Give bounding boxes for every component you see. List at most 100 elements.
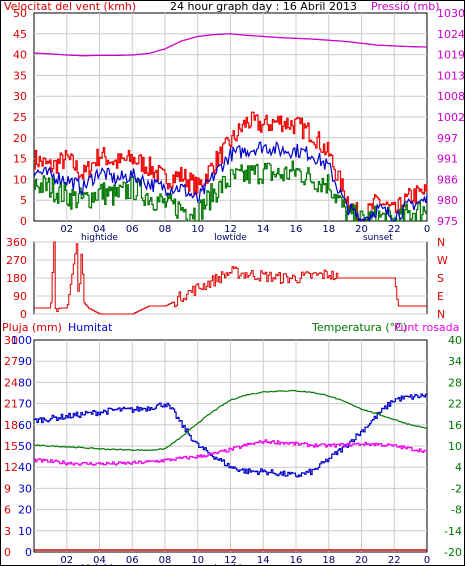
pressure-tick-label: 1002 [437,111,465,124]
rain-x-tick-label: 22 [388,555,401,566]
rain-x-tick-label: 04 [93,555,106,566]
wind-x-tick-label: 10 [191,224,204,235]
wind-axis-title: Velocitat del vent (kmh) [4,0,136,13]
temperature-tick-label: -14 [444,525,462,538]
wind-x-tick-label: 12 [224,224,237,235]
wind-x-tick-label: 04 [93,224,106,235]
dewpoint-axis-title: Punt rosada [394,321,459,334]
humidity-tick-label: 10 [18,525,32,538]
rain-tick-label: 0 [4,546,11,559]
wind-tick-label: 25 [13,111,27,124]
rain-tick-label: 21 [4,398,18,411]
rain-tick-label: 18 [4,419,18,432]
wind-x-tick-label: 14 [257,224,270,235]
temperature-tick-label: 34 [448,355,462,368]
direction-compass-label: W [437,254,448,267]
wind-tick-label: 50 [13,7,27,20]
rain-tick-label: 30 [4,334,18,347]
rain-x-tick-label: 10 [191,555,204,566]
direction-tick-label: 90 [13,290,27,303]
direction-tick-label: 270 [6,254,27,267]
humidity-tick-label: 0 [25,546,32,559]
temperature-tick-label: 28 [448,376,462,389]
humidity-line [34,393,427,478]
dewpoint-line [34,439,428,466]
rain-tick-label: 24 [4,376,18,389]
pressure-tick-label: 1008 [437,90,465,103]
humidity-axis-title: Humitat [68,321,113,334]
humidity-tick-label: 70 [18,398,32,411]
rain-tick-label: 12 [4,461,18,474]
wind-tick-label: 30 [13,90,27,103]
wind-tick-label: 5 [20,194,27,207]
wind-average-line [33,140,428,223]
axis-labels: 0510152025303540455097598098699199710021… [4,7,465,566]
rain-tick-label: 27 [4,355,18,368]
humidity-tick-label: 60 [18,419,32,432]
wind-x-tick-label: 20 [355,224,368,235]
temperature-tick-label: -2 [451,482,462,495]
temperature-tick-label: 16 [448,419,462,432]
direction-compass-label: E [437,290,444,303]
wind-x-annotation: lowtide [214,233,247,243]
rain-tick-label: 9 [4,482,11,495]
wind-tick-label: 15 [13,153,27,166]
wind-x-annotation: sunset [363,233,393,243]
wind-tick-label: 35 [13,69,27,82]
wind-x-tick-label: 08 [159,224,172,235]
direction-tick-label: 180 [6,272,27,285]
rain-x-tick-label: 08 [159,555,172,566]
wind-low-line [34,160,428,222]
temperature-line [33,389,428,452]
rain-x-annotation: sunset [363,564,393,566]
rain-x-annotation: lowtide [214,564,247,566]
rain-x-tick-label: 20 [355,555,368,566]
pressure-tick-label: 986 [437,173,458,186]
pressure-axis-title: Pressió (mb) [371,0,440,13]
temperature-tick-label: 10 [448,440,462,453]
wind-x-tick-label: 16 [290,224,303,235]
direction-compass-label: N [437,236,445,249]
pressure-tick-label: 991 [437,153,458,166]
wind-x-annotation: hightide [81,233,118,243]
direction-tick-label: 0 [20,308,27,321]
humidity-tick-label: 40 [18,461,32,474]
pressure-tick-label: 980 [437,194,458,207]
wind-tick-label: 0 [20,215,27,228]
temperature-tick-label: -20 [444,546,462,559]
temperature-tick-label: 22 [448,398,462,411]
humidity-tick-label: 30 [18,482,32,495]
pressure-line [33,33,427,57]
wind-x-tick-label: 0 [424,224,430,235]
humidity-tick-label: 50 [18,440,32,453]
wind-tick-label: 20 [13,132,27,145]
pressure-tick-label: 1030 [437,7,465,20]
rain-tick-label: 6 [4,504,11,517]
wind-x-tick-label: 06 [126,224,139,235]
series-lines [33,33,428,551]
rain-tick-label: 15 [4,440,18,453]
humidity-tick-label: 90 [18,355,32,368]
temperature-tick-label: -8 [451,504,462,517]
direction-line [34,241,427,315]
wind-tick-label: 40 [13,49,27,62]
rain-x-annotation: hightide [81,564,118,566]
graph-title: 24 hour graph day : 16 Abril 2013 [170,0,357,13]
pressure-tick-label: 1024 [437,28,465,41]
direction-compass-label: S [437,272,444,285]
humidity-tick-label: 100 [11,334,32,347]
rain-x-tick-label: 14 [257,555,270,566]
pressure-tick-label: 975 [437,215,458,228]
wind-x-tick-label: 02 [60,224,73,235]
wind-tick-label: 10 [13,173,27,186]
wind-tick-label: 45 [13,28,27,41]
rain-x-tick-label: 06 [126,555,139,566]
rain-axis-title: Pluja (mm) [2,321,62,334]
wind-x-tick-label: 22 [388,224,401,235]
direction-tick-label: 360 [6,236,27,249]
pressure-tick-label: 997 [437,132,458,145]
humidity-tick-label: 80 [18,376,32,389]
rain-x-tick-label: 16 [290,555,303,566]
grid-lines [34,13,427,552]
